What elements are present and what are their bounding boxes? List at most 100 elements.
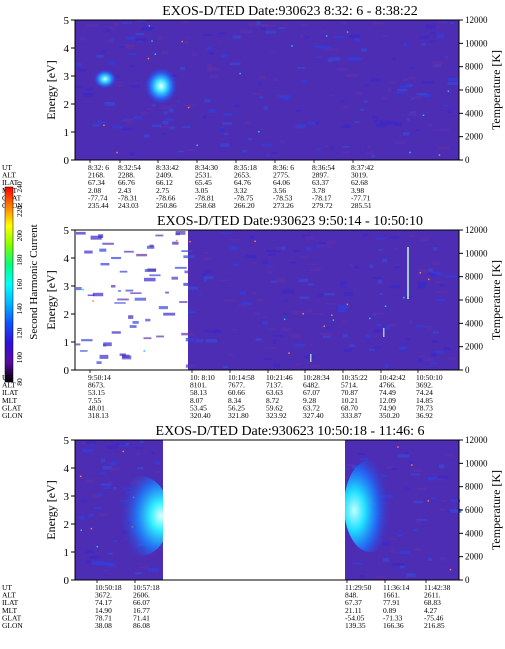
noise-cell (372, 116, 378, 120)
noise-cell (266, 270, 274, 274)
noise-cell (450, 21, 454, 24)
speckle (239, 72, 241, 75)
noise-cell (413, 528, 418, 532)
ephemeris-value: 71.41 (133, 613, 150, 622)
ephemeris-value: -71.33 (383, 613, 403, 622)
noise-cell (241, 301, 252, 306)
noise-cell (139, 440, 144, 444)
noise-cell (279, 95, 291, 99)
noise-cell (370, 78, 380, 82)
noise-cell (403, 77, 407, 82)
noise-cell (183, 104, 192, 107)
panel-2-energy-axis: 0 1 2 3 4 5 (64, 225, 75, 377)
noise-cell (92, 292, 104, 297)
ephemeris-value: 279.72 (312, 201, 333, 210)
speckle (82, 288, 84, 291)
noise-cell (157, 547, 167, 551)
noise-cell (233, 104, 240, 108)
noise-cell (113, 81, 124, 84)
noise-cell (341, 100, 345, 103)
noise-cell (300, 23, 310, 26)
noise-cell (394, 140, 406, 145)
noise-cell (292, 310, 300, 315)
noise-cell (428, 268, 433, 272)
noise-cell (101, 483, 112, 486)
speckle (181, 40, 183, 43)
noise-cell (373, 22, 384, 25)
noise-cell (86, 479, 95, 483)
noise-cell (379, 292, 383, 296)
energy-tick: 1 (64, 547, 75, 559)
ephemeris-value: 8:36: 6 (273, 163, 294, 172)
noise-cell (440, 500, 447, 503)
noise-cell (262, 316, 266, 318)
noise-cell (272, 340, 277, 344)
energy-tick-label: 0 (64, 365, 70, 377)
ephemeris-value: 318.13 (88, 411, 109, 420)
noise-cell (136, 20, 146, 22)
noise-cell (158, 306, 168, 310)
noise-cell (213, 329, 221, 334)
speckle (346, 31, 349, 33)
noise-cell (252, 261, 256, 265)
panel-3-blob-left (110, 476, 170, 556)
temperature-tick: 12000 (459, 435, 488, 445)
noise-cell (314, 121, 319, 125)
noise-cell (321, 21, 325, 24)
ephemeris-value: 2897. (312, 171, 329, 180)
panel-1-ephemeris: UTALTILATMLTGLATGLON8:32: 62168.67.342.0… (2, 160, 374, 210)
noise-cell (79, 499, 88, 503)
noise-cell (390, 81, 398, 84)
panel-2-streak (407, 247, 409, 299)
ephemeris-value: 2168. (88, 171, 105, 180)
noise-cell (92, 494, 102, 498)
noise-cell (81, 339, 93, 342)
noise-cell (81, 449, 93, 453)
colorbar-tick-label: 180 (15, 254, 24, 266)
noise-cell (296, 124, 307, 128)
colorbar: 80 100 120 140 160 180 200 220 240 Second Harmon… (4, 181, 40, 386)
noise-cell (357, 453, 367, 455)
noise-cell (135, 572, 142, 575)
ephemeris-row-label: GLAT (2, 613, 22, 622)
noise-cell (206, 46, 213, 50)
noise-cell (282, 289, 295, 294)
ephemeris-value: -75.46 (424, 613, 444, 622)
noise-cell (419, 35, 429, 40)
ephemeris-value: 36.92 (416, 411, 433, 420)
ephemeris-value: 53.15 (88, 388, 105, 397)
noise-cell (362, 233, 369, 237)
noise-cell (271, 152, 278, 155)
noise-cell (394, 266, 401, 269)
noise-cell (90, 235, 102, 240)
noise-cell (435, 299, 447, 301)
noise-cell (371, 154, 376, 158)
noise-cell (239, 291, 247, 295)
speckle (325, 35, 328, 37)
noise-cell (136, 253, 148, 257)
noise-cell (143, 277, 156, 282)
noise-cell (369, 264, 374, 268)
energy-tick-label: 2 (64, 519, 70, 531)
noise-cell (315, 56, 322, 59)
noise-cell (219, 127, 225, 132)
noise-cell (262, 143, 272, 146)
ephemeris-value: 3019. (351, 171, 368, 180)
panel-2-temperature-label: Temperature [K] (489, 260, 503, 340)
noise-cell (324, 144, 329, 148)
ephemeris-row-label: UT (2, 373, 12, 382)
noise-cell (113, 487, 117, 491)
noise-cell (203, 251, 208, 255)
noise-cell (387, 88, 392, 92)
ephemeris-value: -78.75 (234, 193, 254, 202)
panel-1-hot-spot-a (93, 69, 117, 89)
ephemeris-value: 216.85 (424, 621, 445, 630)
noise-cell (341, 124, 352, 129)
ephemeris-value: 8:34:30 (195, 163, 218, 172)
noise-cell (410, 473, 420, 476)
noise-cell (222, 122, 233, 125)
noise-cell (388, 323, 398, 327)
noise-cell (172, 241, 179, 245)
energy-tick-label: 3 (64, 281, 70, 293)
